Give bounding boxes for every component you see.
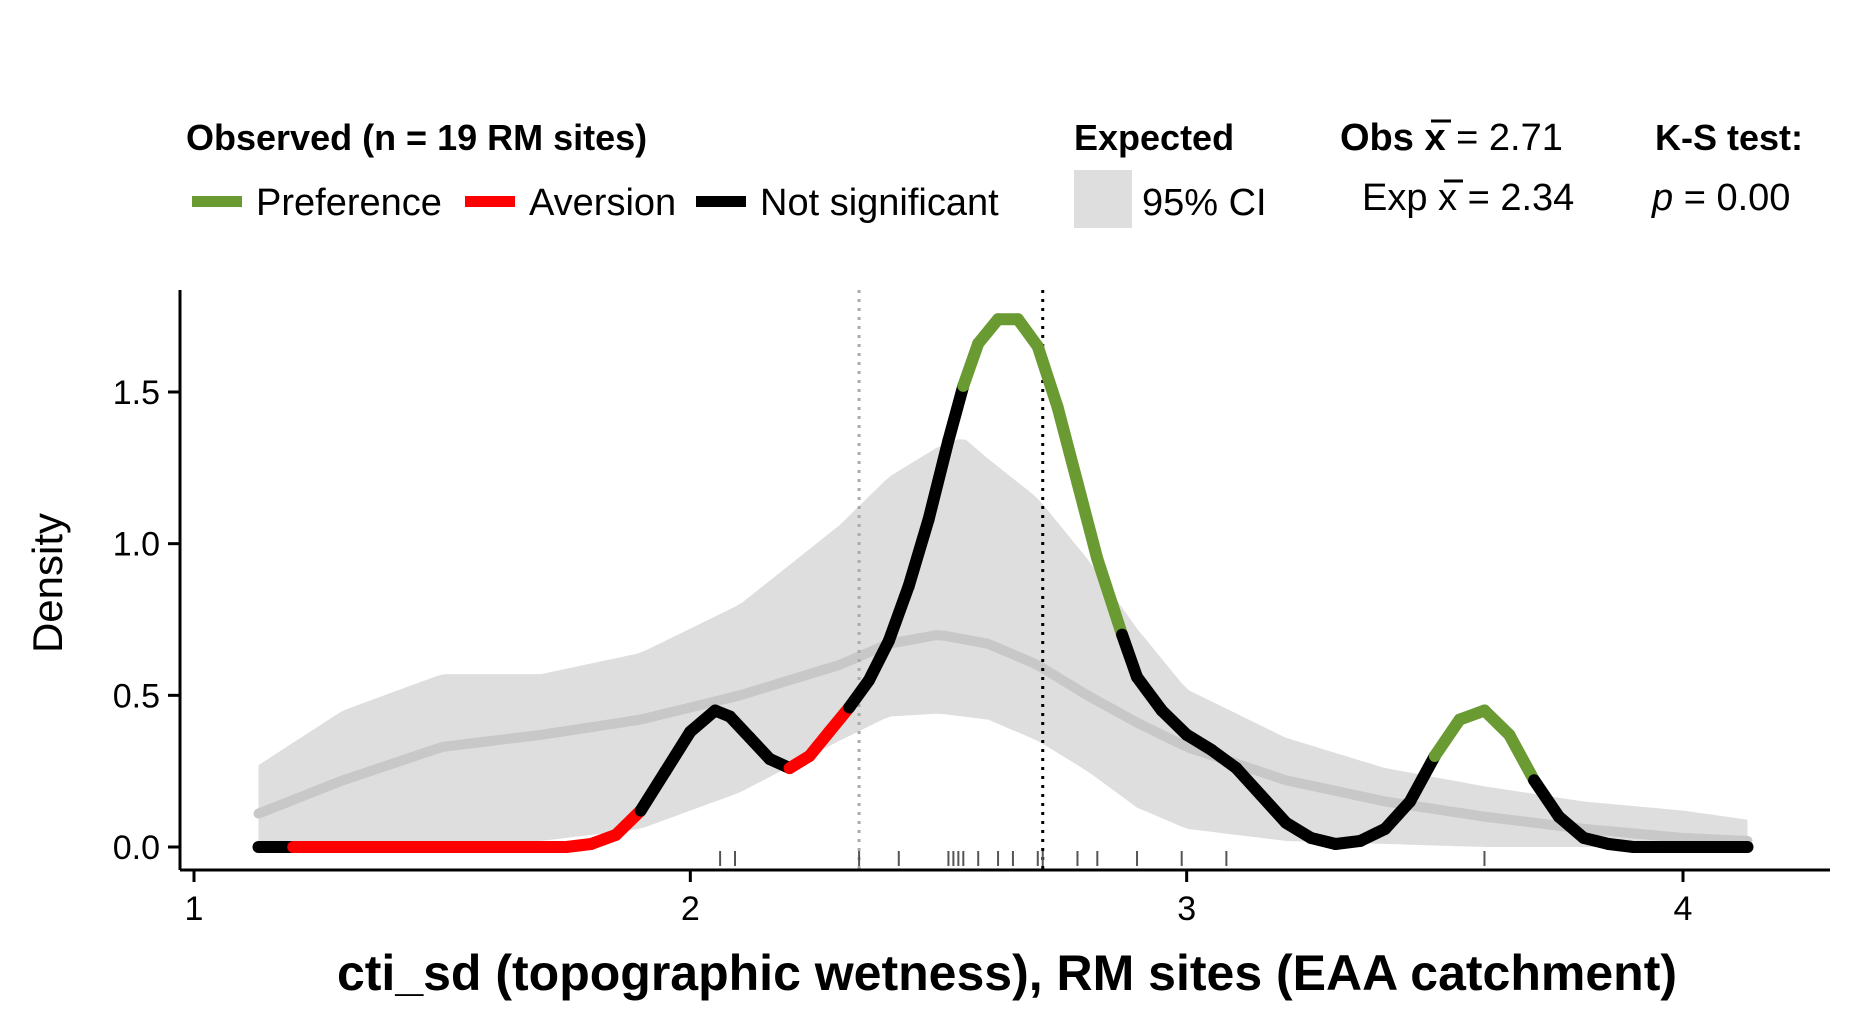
legend-ci-swatch bbox=[1074, 170, 1132, 228]
observed-density-segment-not-significant bbox=[863, 634, 895, 687]
legend-not-significant-swatch bbox=[696, 196, 746, 207]
legend-aversion-swatch bbox=[465, 196, 515, 207]
legend-aversion-label: Aversion bbox=[529, 182, 676, 224]
x-axis-title: cti_sd (topographic wetness), RM sites (… bbox=[337, 945, 1677, 1001]
observed-density-segment-not-significant bbox=[942, 379, 970, 447]
observed-density-segment-not-significant bbox=[1230, 762, 1268, 802]
observed-density-segment-preference bbox=[1031, 340, 1064, 414]
legend-expected: Expected 95% CI bbox=[1074, 117, 1267, 228]
observed-density-segment-preference bbox=[1071, 477, 1104, 565]
y-tick-label: 1.0 bbox=[113, 526, 160, 564]
observed-density-segment-not-significant bbox=[659, 725, 697, 778]
expected-mean-label: Exp x = 2.34 bbox=[1362, 177, 1574, 219]
legend-means: Obs x = 2.71 Exp x = 2.34 bbox=[1340, 117, 1574, 219]
observed-density-segment-not-significant bbox=[1404, 750, 1441, 808]
legend-observed-title: Observed (n = 19 RM sites) bbox=[186, 117, 647, 158]
y-tick-label: 0.5 bbox=[113, 677, 160, 715]
observed-density-segment-not-significant bbox=[1116, 628, 1143, 684]
legend-ci-label: 95% CI bbox=[1142, 182, 1267, 224]
observed-density-segment-not-significant bbox=[1528, 774, 1565, 823]
x-tick-label: 4 bbox=[1674, 890, 1693, 928]
observed-density-segment-not-significant bbox=[1255, 789, 1292, 829]
observed-density-segment-preference bbox=[1428, 713, 1466, 762]
obs-mean-symbol: x bbox=[1424, 117, 1445, 159]
x-tick-label: 1 bbox=[185, 890, 204, 928]
observed-density-segment-not-significant bbox=[1379, 795, 1416, 835]
ks-test-title: K-S test: bbox=[1655, 117, 1803, 158]
observed-density-segment-not-significant bbox=[882, 580, 915, 647]
y-axis-title: Density bbox=[24, 513, 71, 653]
x-tick-label: 2 bbox=[681, 890, 700, 928]
obs-mean-value: = 2.71 bbox=[1446, 117, 1563, 159]
plot-area: 0.0 0.5 1.0 1.5 1 2 3 4 bbox=[113, 290, 1830, 928]
expected-density-line bbox=[253, 630, 1753, 846]
exp-mean-symbol: x bbox=[1438, 177, 1457, 219]
observed-density-segment-preference bbox=[1051, 401, 1084, 489]
observed-density-segment-not-significant bbox=[634, 765, 672, 817]
legend-observed: Observed (n = 19 RM sites) Preference Av… bbox=[186, 117, 999, 224]
legend-preference-label: Preference bbox=[256, 182, 442, 224]
observed-density-segment-not-significant bbox=[922, 434, 955, 526]
y-tick-label: 1.5 bbox=[113, 374, 160, 412]
y-tick-label: 0.0 bbox=[113, 829, 160, 867]
x-tick-label: 3 bbox=[1177, 890, 1196, 928]
legend-preference-swatch bbox=[192, 196, 242, 207]
legend-ks-test: K-S test: p = 0.00 bbox=[1651, 117, 1803, 219]
observed-mean-label: Obs x = 2.71 bbox=[1340, 117, 1563, 159]
observed-density-segment-preference bbox=[1503, 728, 1541, 787]
observed-density-segment-preference bbox=[1091, 552, 1129, 641]
legend-not-significant-label: Not significant bbox=[760, 182, 999, 224]
ci-band bbox=[258, 439, 1748, 847]
legend-expected-title: Expected bbox=[1074, 117, 1234, 158]
ks-test-p-value: p = 0.00 bbox=[1651, 177, 1790, 219]
observed-density-segment-not-significant bbox=[902, 513, 935, 593]
exp-mean-value: = 2.34 bbox=[1457, 177, 1574, 219]
observed-density-segment-not-significant bbox=[1131, 671, 1168, 717]
observed-density-segment-preference bbox=[957, 337, 985, 392]
